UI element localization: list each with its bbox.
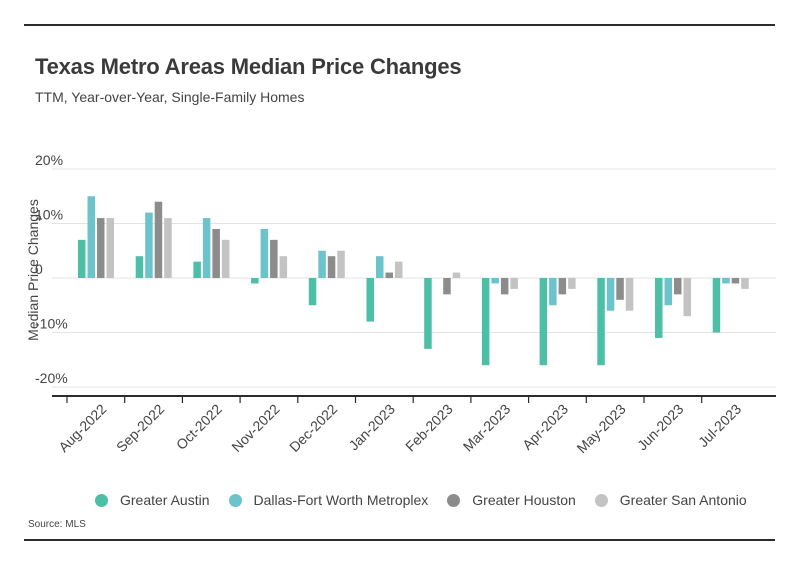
bar-greater-san-antonio-jul-2023 <box>741 278 749 289</box>
bar-greater-san-antonio-sep-2022 <box>164 218 172 278</box>
x-tick-label: Feb-2023 <box>402 401 456 455</box>
legend-label-san-antonio: Greater San Antonio <box>619 492 747 508</box>
bar-greater-houston-feb-2023 <box>443 278 451 295</box>
x-tick-label: Dec-2022 <box>286 401 340 455</box>
legend-item-dfw: Dallas-Fort Worth Metroplex <box>228 492 429 508</box>
bar-dallas-fort-worth-metroplex-mar-2023 <box>491 278 499 284</box>
bar-greater-san-antonio-feb-2023 <box>452 272 461 278</box>
bar-chart: 20% 10% 0 -10% -20% Aug-2022 Sep-2022 Oct-2022… <box>25 152 776 456</box>
bar-greater-austin-may-2023 <box>597 278 605 366</box>
y-tick-label: -20% <box>35 370 68 386</box>
bar-greater-san-antonio-nov-2022 <box>279 256 288 278</box>
bar-greater-houston-jun-2023 <box>674 278 682 295</box>
x-tick-label: Mar-2023 <box>460 401 514 455</box>
legend-swatch-dfw <box>228 493 242 507</box>
x-tick-label: Nov-2022 <box>228 401 282 455</box>
bar-greater-san-antonio-oct-2022 <box>221 239 230 278</box>
bar-greater-austin-oct-2022 <box>193 261 201 278</box>
bar-dallas-fort-worth-metroplex-may-2023 <box>606 278 615 311</box>
bar-greater-austin-apr-2023 <box>539 278 548 366</box>
bar-greater-austin-dec-2022 <box>308 278 317 306</box>
bar-greater-san-antonio-mar-2023 <box>510 278 518 289</box>
legend-swatch-houston <box>447 493 461 507</box>
bar-greater-austin-mar-2023 <box>481 278 490 366</box>
bar-dallas-fort-worth-metroplex-jun-2023 <box>664 278 672 306</box>
legend-item-austin: Greater Austin <box>95 492 210 508</box>
y-axis-label: Median Price Changes <box>25 199 41 341</box>
bar-greater-austin-feb-2023 <box>424 278 432 349</box>
bar-dallas-fort-worth-metroplex-sep-2022 <box>145 212 153 278</box>
legend-item-houston: Greater Houston <box>447 492 576 508</box>
x-axis-ticks: Aug-2022 Sep-2022 Oct-2022 Nov-2022 Dec-2022… <box>55 396 744 456</box>
bars <box>78 196 749 366</box>
bar-greater-san-antonio-dec-2022 <box>337 250 345 278</box>
x-tick-label: Apr-2023 <box>519 401 571 453</box>
bar-greater-austin-aug-2022 <box>78 239 86 278</box>
x-tick-label: Oct-2022 <box>173 401 225 453</box>
bar-greater-austin-jun-2023 <box>655 278 663 338</box>
bar-greater-houston-dec-2022 <box>327 256 336 278</box>
bar-greater-san-antonio-jan-2023 <box>395 261 403 278</box>
bar-greater-houston-aug-2022 <box>97 218 105 278</box>
legend-swatch-austin <box>95 493 108 507</box>
bar-greater-houston-oct-2022 <box>212 228 220 278</box>
bar-dallas-fort-worth-metroplex-nov-2022 <box>260 228 269 278</box>
bar-greater-austin-sep-2022 <box>135 256 144 278</box>
bar-greater-austin-nov-2022 <box>251 278 259 284</box>
bar-dallas-fort-worth-metroplex-aug-2022 <box>87 196 95 278</box>
bar-greater-san-antonio-aug-2022 <box>106 218 114 278</box>
legend-item-san-antonio: Greater San Antonio <box>594 492 747 508</box>
bar-greater-houston-jan-2023 <box>385 272 393 278</box>
bar-greater-houston-apr-2023 <box>558 278 567 295</box>
bar-greater-austin-jan-2023 <box>366 278 374 322</box>
bar-greater-houston-jul-2023 <box>731 278 740 284</box>
bar-greater-houston-mar-2023 <box>500 278 509 295</box>
chart-subtitle: TTM, Year-over-Year, Single-Family Homes <box>35 89 305 105</box>
legend-swatch-san-antonio <box>594 493 608 507</box>
y-tick-label: 0 <box>35 261 43 277</box>
y-tick-label: 20% <box>35 152 63 168</box>
top-rule <box>24 24 775 26</box>
bar-dallas-fort-worth-metroplex-oct-2022 <box>202 218 211 278</box>
bottom-rule <box>24 539 775 541</box>
bar-greater-austin-jul-2023 <box>712 278 721 333</box>
bar-dallas-fort-worth-metroplex-apr-2023 <box>549 278 557 306</box>
x-tick-label: Sep-2022 <box>113 401 167 455</box>
x-tick-label: Aug-2022 <box>55 401 109 455</box>
legend-label-dfw: Dallas-Fort Worth Metroplex <box>253 492 429 508</box>
y-tick-label: -10% <box>35 316 68 332</box>
chart-title: Texas Metro Areas Median Price Changes <box>35 54 462 79</box>
y-axis-ticks: 20% 10% 0 -10% -20% <box>35 152 68 386</box>
y-tick-label: 10% <box>35 207 63 223</box>
bar-greater-san-antonio-jun-2023 <box>683 278 691 317</box>
legend-label-austin: Greater Austin <box>120 492 210 508</box>
legend: Greater Austin Dallas-Fort Worth Metropl… <box>95 492 766 508</box>
bar-greater-san-antonio-may-2023 <box>625 278 634 311</box>
bar-greater-san-antonio-apr-2023 <box>568 278 576 289</box>
source-note: Source: MLS <box>28 519 86 530</box>
x-tick-label: Jul-2023 <box>695 401 744 450</box>
x-tick-label: Jan-2023 <box>345 401 398 454</box>
bar-greater-houston-sep-2022 <box>154 201 163 278</box>
bar-greater-houston-nov-2022 <box>270 239 278 278</box>
bar-greater-houston-may-2023 <box>616 278 624 300</box>
bar-dallas-fort-worth-metroplex-jan-2023 <box>376 256 384 278</box>
x-tick-label: May-2023 <box>573 401 628 456</box>
x-tick-label: Jun-2023 <box>634 401 687 454</box>
bar-dallas-fort-worth-metroplex-dec-2022 <box>318 250 326 278</box>
bar-dallas-fort-worth-metroplex-jul-2023 <box>722 278 730 284</box>
legend-label-houston: Greater Houston <box>472 492 576 508</box>
